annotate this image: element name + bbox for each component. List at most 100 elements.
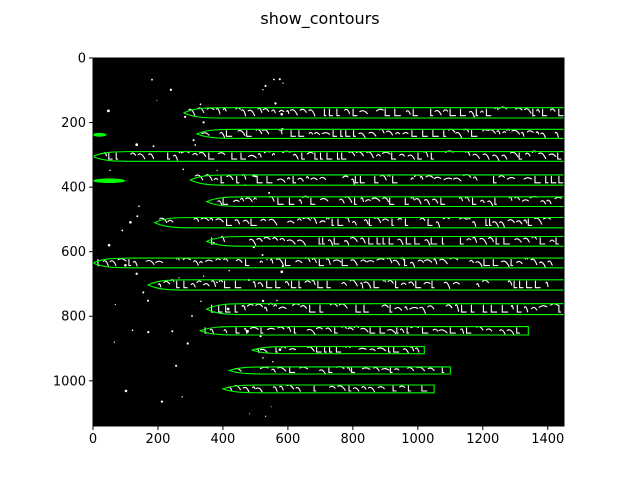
handwriting-stroke <box>535 131 540 135</box>
handwriting-stroke <box>275 280 281 289</box>
handwriting-stroke <box>389 367 393 373</box>
handwriting-stroke <box>359 175 365 184</box>
handwriting-stroke <box>190 282 196 288</box>
x-tick-label: 600 <box>275 432 300 447</box>
handwriting-stroke <box>510 258 514 267</box>
handwriting-stroke <box>489 218 492 226</box>
handwriting-stroke <box>353 130 357 137</box>
handwriting-stroke <box>513 280 518 289</box>
handwriting-stroke <box>379 327 386 334</box>
handwriting-stroke <box>452 177 462 182</box>
handwriting-stroke <box>389 197 395 205</box>
handwriting-stroke <box>507 219 515 224</box>
ink-speck <box>136 215 139 218</box>
ink-speck <box>268 192 271 194</box>
handwriting-stroke <box>376 154 381 157</box>
handwriting-stroke <box>472 153 480 159</box>
handwriting-stroke <box>271 368 276 373</box>
handwriting-stroke <box>317 280 324 289</box>
handwriting-stroke <box>380 174 387 181</box>
x-tick-label: 200 <box>146 432 171 447</box>
ink-specks <box>107 78 284 417</box>
handwriting-stroke <box>412 108 419 117</box>
ink-speck <box>264 415 267 417</box>
handwriting-stroke <box>392 259 400 266</box>
handwriting-stroke <box>159 217 168 224</box>
ink-speck <box>281 265 284 268</box>
handwriting-stroke <box>248 154 257 159</box>
handwriting-stroke <box>348 385 352 392</box>
small-contour-blob <box>93 132 107 137</box>
handwriting-stroke <box>384 108 391 117</box>
handwriting-stroke <box>316 347 322 353</box>
handwriting-stroke <box>304 280 311 284</box>
handwriting-stroke <box>290 280 297 289</box>
handwriting-stroke <box>430 237 438 245</box>
handwriting-stroke <box>527 218 533 226</box>
small-contour-blob <box>93 178 126 183</box>
handwriting-stroke <box>307 346 315 352</box>
handwriting-stroke <box>545 175 549 184</box>
handwriting-stroke <box>108 152 113 160</box>
plot-area <box>92 57 565 427</box>
handwriting-stroke <box>277 366 287 372</box>
handwriting-stroke <box>366 151 374 159</box>
handwriting-stroke <box>492 154 500 162</box>
handwriting-stroke <box>245 258 250 267</box>
handwriting-stroke <box>351 178 355 186</box>
handwriting-stroke <box>373 280 380 289</box>
contour <box>189 174 564 186</box>
handwriting-stroke <box>300 305 307 309</box>
handwriting-stroke <box>310 177 318 181</box>
handwriting-stroke <box>389 304 393 313</box>
handwriting-stroke <box>260 327 264 334</box>
handwriting-stroke <box>392 175 398 184</box>
handwriting-stroke <box>397 238 404 246</box>
handwriting-stroke <box>534 280 541 289</box>
handwriting-stroke <box>396 327 399 334</box>
handwriting-stroke <box>382 237 386 245</box>
handwriting-stroke <box>351 367 356 373</box>
handwriting-stroke <box>350 259 358 266</box>
handwriting-stroke <box>554 131 559 138</box>
handwriting-stroke <box>415 347 420 353</box>
handwriting-stroke <box>359 110 368 115</box>
handwriting-stroke <box>395 280 399 289</box>
axes-frame <box>92 57 565 427</box>
ink-speck <box>135 272 138 276</box>
handwriting-stroke <box>217 200 223 206</box>
handwriting-stroke <box>331 218 335 226</box>
ink-speck <box>272 360 274 363</box>
handwriting-stroke <box>495 237 500 245</box>
handwriting-stroke <box>297 177 304 182</box>
contour <box>205 196 564 208</box>
handwriting-stroke <box>387 279 394 284</box>
handwriting-stroke <box>115 152 119 160</box>
x-tick-label: 400 <box>211 432 236 447</box>
handwriting-stroke <box>500 260 510 268</box>
handwriting-stroke <box>406 327 410 334</box>
handwriting-stroke <box>298 280 302 289</box>
handwriting-stroke <box>470 304 475 313</box>
handwriting-stroke <box>319 176 327 180</box>
handwriting-stroke <box>423 199 430 206</box>
handwriting-stroke <box>515 220 523 225</box>
handwriting-stroke <box>405 110 411 115</box>
handwriting-stroke <box>332 130 338 137</box>
handwriting-stroke <box>494 197 497 205</box>
handwriting-stroke <box>342 175 349 179</box>
handwriting-stroke <box>311 279 316 286</box>
handwriting-stroke <box>209 217 214 221</box>
handwriting-stroke <box>346 367 351 372</box>
handwriting-stroke <box>319 304 324 313</box>
ink-speck <box>121 229 124 232</box>
handwriting-stroke <box>240 197 245 202</box>
handwriting-stroke <box>530 306 538 311</box>
handwriting-stroke <box>421 327 429 334</box>
handwriting-stroke <box>292 153 299 160</box>
ink-speck <box>243 306 246 308</box>
handwriting-stroke <box>408 281 415 286</box>
handwriting-stroke <box>271 153 276 156</box>
handwriting-stroke <box>427 305 435 310</box>
handwriting-stroke <box>289 367 296 373</box>
